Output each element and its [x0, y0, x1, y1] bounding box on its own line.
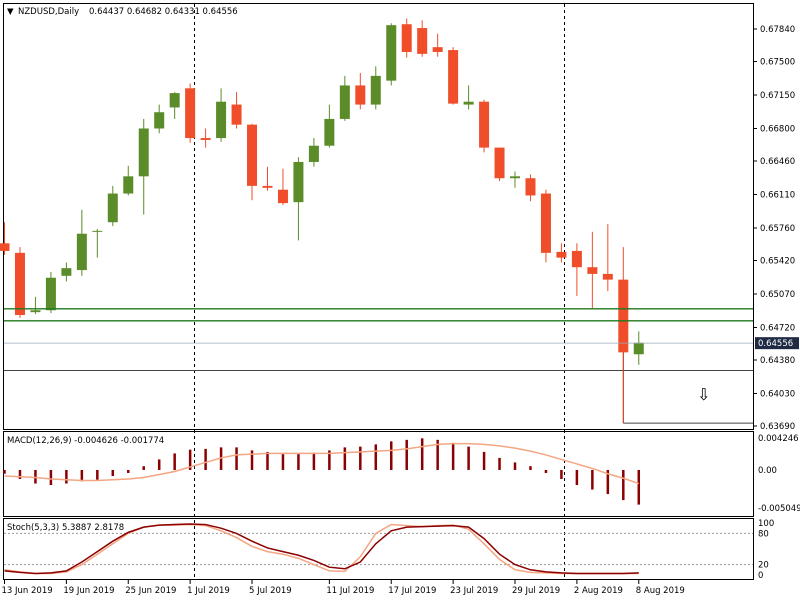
candle-body: [479, 101, 490, 148]
candle-body: [262, 185, 273, 188]
time-tick-label: 13 Jun 2019: [2, 586, 53, 596]
price-tick-label: 0.66800: [760, 124, 795, 134]
current-price-label: 0.64556: [758, 339, 793, 349]
macd-tick-label: 0.004246: [758, 434, 799, 444]
price-tick-label: 0.66110: [760, 190, 795, 200]
time-tick-label: 29 Jul 2019: [512, 586, 560, 596]
candle-body: [293, 161, 304, 203]
candle-body: [200, 138, 211, 140]
candle-body: [308, 145, 319, 162]
candle-body: [401, 24, 412, 52]
candle-body: [169, 93, 180, 108]
stoch-panel: [3, 518, 754, 580]
price-tick-label: 0.64720: [760, 323, 795, 333]
price-tick-label: 0.65420: [760, 257, 795, 267]
price-tick-label: 0.67840: [760, 25, 795, 35]
candle-body: [92, 230, 103, 232]
header-collapse-icon[interactable]: ▼: [7, 7, 14, 17]
stoch-tick-label: 20: [758, 561, 769, 571]
candle-body: [0, 243, 10, 251]
macd-tick-label: -0.005049: [758, 504, 800, 514]
candle-body: [14, 252, 25, 316]
candle-body: [633, 342, 644, 355]
candle-body: [355, 85, 366, 105]
macd-signal-line: [4, 442, 640, 485]
candle-body: [618, 279, 629, 353]
time-tick-label: 1 Jul 2019: [187, 586, 230, 596]
price-tick-label: 0.65760: [760, 224, 795, 234]
time-tick-label: 2 Aug 2019: [574, 586, 623, 596]
price-tick-label: 0.66460: [760, 157, 795, 167]
candle-body: [216, 101, 227, 139]
stoch-layer: [4, 523, 753, 575]
candle-body: [123, 176, 134, 194]
candle-body: [185, 88, 196, 139]
down-arrow-icon: ⇩: [697, 385, 710, 404]
candle-body: [386, 25, 397, 81]
candle-body: [525, 178, 536, 196]
price-tick-label: 0.64380: [760, 356, 795, 366]
price-tick-label: 0.65070: [760, 290, 795, 300]
price-tick-label: 0.63690: [760, 422, 795, 432]
candle-body: [417, 28, 428, 54]
time-tick-label: 11 Jul 2019: [326, 586, 374, 596]
candles-layer: [0, 18, 644, 424]
candle-body: [587, 267, 598, 274]
main-panel: [3, 3, 754, 430]
candle-body: [231, 104, 242, 125]
macd-layer: [3, 438, 641, 505]
current-price-box: [755, 337, 799, 350]
stoch-tick-label: 0: [758, 571, 763, 581]
macd-panel: [3, 431, 754, 517]
candle-body: [556, 251, 567, 258]
candle-body: [277, 189, 288, 204]
ohlc-label: 0.64437 0.64682 0.64331 0.64556: [89, 7, 238, 17]
candle-body: [432, 47, 443, 52]
price-tick-label: 0.64030: [760, 389, 795, 399]
candle-body: [510, 176, 521, 179]
stoch-label: Stoch(5,3,3) 5.3887 2.8178: [7, 523, 124, 533]
candle-body: [61, 268, 72, 276]
candle-body: [107, 193, 118, 223]
time-tick-label: 17 Jul 2019: [388, 586, 436, 596]
price-tick-label: 0.67500: [760, 58, 795, 68]
time-tick-label: 19 Jun 2019: [63, 586, 114, 596]
candle-body: [448, 50, 459, 104]
candle-body: [571, 250, 582, 268]
price-tick-label: 0.67150: [760, 91, 795, 101]
candle-body: [540, 193, 551, 253]
candle-body: [154, 112, 165, 129]
time-tick-label: 23 Jul 2019: [450, 586, 498, 596]
candle-body: [30, 310, 41, 313]
macd-tick-label: 0.00: [758, 466, 777, 476]
candle-body: [463, 101, 474, 105]
candle-body: [370, 75, 381, 105]
symbol-label: NZDUSD,Daily: [18, 7, 79, 17]
candle-body: [324, 118, 335, 146]
candle-body: [76, 233, 87, 271]
stoch-tick-label: 100: [758, 519, 774, 529]
candle-body: [247, 124, 258, 186]
candle-body: [339, 85, 350, 119]
candle-body: [45, 277, 56, 311]
stoch-signal-line: [4, 523, 639, 575]
candle-body: [602, 273, 613, 280]
candle-body: [138, 128, 149, 177]
macd-label: MACD(12,26,9) -0.004626 -0.001774: [7, 436, 164, 446]
time-tick-label: 8 Aug 2019: [636, 586, 685, 596]
candle-body: [494, 147, 505, 179]
levels-layer: [4, 308, 753, 424]
time-tick-label: 5 Jul 2019: [249, 586, 292, 596]
time-tick-label: 25 Jun 2019: [125, 586, 176, 596]
stoch-main-line: [4, 523, 639, 575]
stoch-tick-label: 80: [758, 529, 769, 539]
axes-layer: 0.67840 0.67500 0.67150 0.66800 0.66460 0.661…: [2, 25, 800, 596]
